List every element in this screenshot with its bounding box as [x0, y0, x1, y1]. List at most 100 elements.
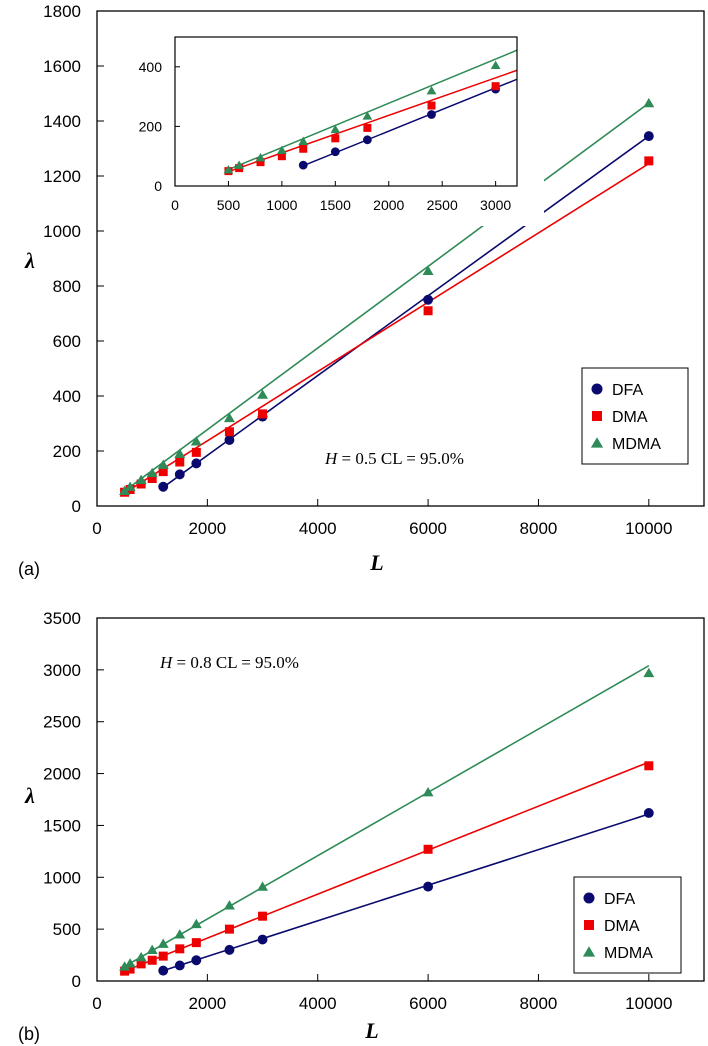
x-tick-label: 6000: [409, 519, 447, 538]
dma-point: [644, 156, 654, 166]
y-tick-label: 1000: [43, 222, 81, 241]
y-tick-label: 400: [53, 387, 81, 406]
dfa-point: [643, 808, 654, 818]
mdma-point: [422, 787, 434, 797]
inset-mdma-point: [426, 86, 437, 95]
inset-background: [100, 31, 544, 226]
mdma-point: [223, 412, 235, 423]
legend-mdma-label: MDMA: [604, 945, 653, 962]
x-tick-label: 4000: [299, 519, 337, 538]
dma-point: [158, 951, 168, 961]
mdma-fit-line: [124, 102, 650, 492]
legend-dfa-marker: [591, 383, 603, 395]
inset-dfa-point: [427, 110, 436, 119]
dma-point: [175, 457, 185, 467]
x-tick-label: 0: [92, 994, 101, 1013]
legend-dma-marker: [592, 411, 602, 421]
y-tick-label: 3000: [43, 661, 81, 680]
annotation-value: = 0.8 CL = 95.0%: [172, 653, 299, 672]
dfa-point: [224, 435, 235, 445]
dfa-point: [423, 881, 434, 892]
inset-x-tick-label: 2500: [427, 197, 458, 213]
legend-dfa-label: DFA: [604, 891, 635, 908]
inset-mdma-point: [330, 124, 341, 134]
panel-b: 0 2000 4000 6000 8000 10000 0 500 1000 1500 2000 25…: [18, 609, 705, 1044]
x-axis-title: L: [364, 1018, 378, 1043]
legend-dma-label: DMA: [612, 409, 648, 426]
dma-point: [258, 409, 268, 419]
legend: DFA DMA MDMA: [573, 876, 682, 974]
y-axis-title: λ: [24, 248, 35, 273]
dfa-point: [191, 955, 202, 966]
annotation-text: H = 0.8 CL = 95.0%: [159, 653, 299, 672]
x-tick-label: 10000: [625, 994, 672, 1013]
dfa-point: [158, 481, 169, 492]
x-tick-label: 6000: [409, 994, 447, 1013]
dma-point: [258, 911, 268, 921]
annotation-value: = 0.5 CL = 95.0%: [337, 449, 464, 468]
inset-dfa-fit-line: [302, 78, 517, 167]
dfa-fit-line: [162, 813, 650, 972]
x-tick-label: 2000: [188, 519, 226, 538]
legend: DFA DMA MDMA: [581, 367, 689, 465]
y-tick-label: 200: [53, 442, 81, 461]
mdma-point: [124, 481, 136, 491]
inset-y-tick-label: 200: [139, 118, 163, 134]
inset-y-tick-label: 400: [139, 59, 163, 75]
dma-fit-line: [124, 761, 650, 972]
inset-mdma-point: [298, 136, 309, 146]
plot-frame: [96, 617, 705, 982]
mdma-point: [157, 938, 169, 948]
annotation-variable: H: [324, 449, 339, 468]
y-tick-label: 800: [53, 277, 81, 296]
inset-dfa-point: [362, 135, 372, 145]
dma-point: [191, 447, 201, 457]
legend-dma-marker: [584, 920, 594, 930]
inset-x-tick-label: 3000: [480, 197, 511, 213]
dfa-point: [191, 458, 202, 469]
dma-point: [224, 924, 234, 934]
mdma-point: [119, 961, 131, 971]
inset-frame: [174, 36, 518, 187]
inset-mdma-point: [234, 160, 244, 169]
mdma-point: [146, 944, 158, 955]
mdma-point: [135, 474, 147, 485]
x-tick-label: 0: [92, 519, 101, 538]
dma-point: [644, 761, 654, 771]
inset-dma-point: [299, 144, 308, 153]
inset-dma-point: [331, 134, 340, 143]
mdma-point: [157, 459, 169, 469]
x-tick-label: 4000: [299, 994, 337, 1013]
legend-dma-label: DMA: [604, 918, 640, 935]
y-tick-label: 0: [72, 972, 81, 991]
dfa-point: [174, 960, 185, 971]
y-tick-label: 2000: [43, 765, 81, 784]
inset-dma-point: [256, 158, 265, 167]
annotation-variable: H: [159, 653, 174, 672]
y-tick-label: 3500: [43, 609, 81, 628]
x-tick-label: 10000: [625, 519, 672, 538]
y-axis-title: λ: [24, 783, 35, 808]
y-tick-label: 1800: [43, 2, 81, 21]
mdma-point: [135, 951, 147, 962]
inset-x-tick-label: 1000: [266, 197, 297, 213]
legend-mdma-marker: [590, 437, 604, 448]
inset-mdma-fit-line: [228, 49, 517, 171]
inset-dma-point: [427, 101, 436, 110]
mdma-fit-line: [124, 665, 650, 968]
inset-dma-point: [363, 123, 372, 132]
panel-label: (a): [18, 559, 40, 579]
dfa-point: [257, 934, 268, 945]
y-tick-label: 1500: [43, 816, 81, 835]
dma-point: [147, 955, 157, 965]
y-tick-label: 2500: [43, 713, 81, 732]
inset-mdma-point: [490, 60, 501, 70]
dma-point: [423, 306, 433, 316]
inset-mdma-point: [277, 145, 287, 154]
inset-x-tick-label: 2000: [373, 197, 404, 213]
inset-plot-area: [223, 49, 517, 176]
mdma-point: [643, 97, 655, 108]
inset-x-tick-label: 0: [171, 197, 179, 213]
inset-chart: 0 500 1000 1500 2000 2500 3000 0 200 400: [139, 36, 518, 213]
dma-point: [423, 844, 433, 854]
